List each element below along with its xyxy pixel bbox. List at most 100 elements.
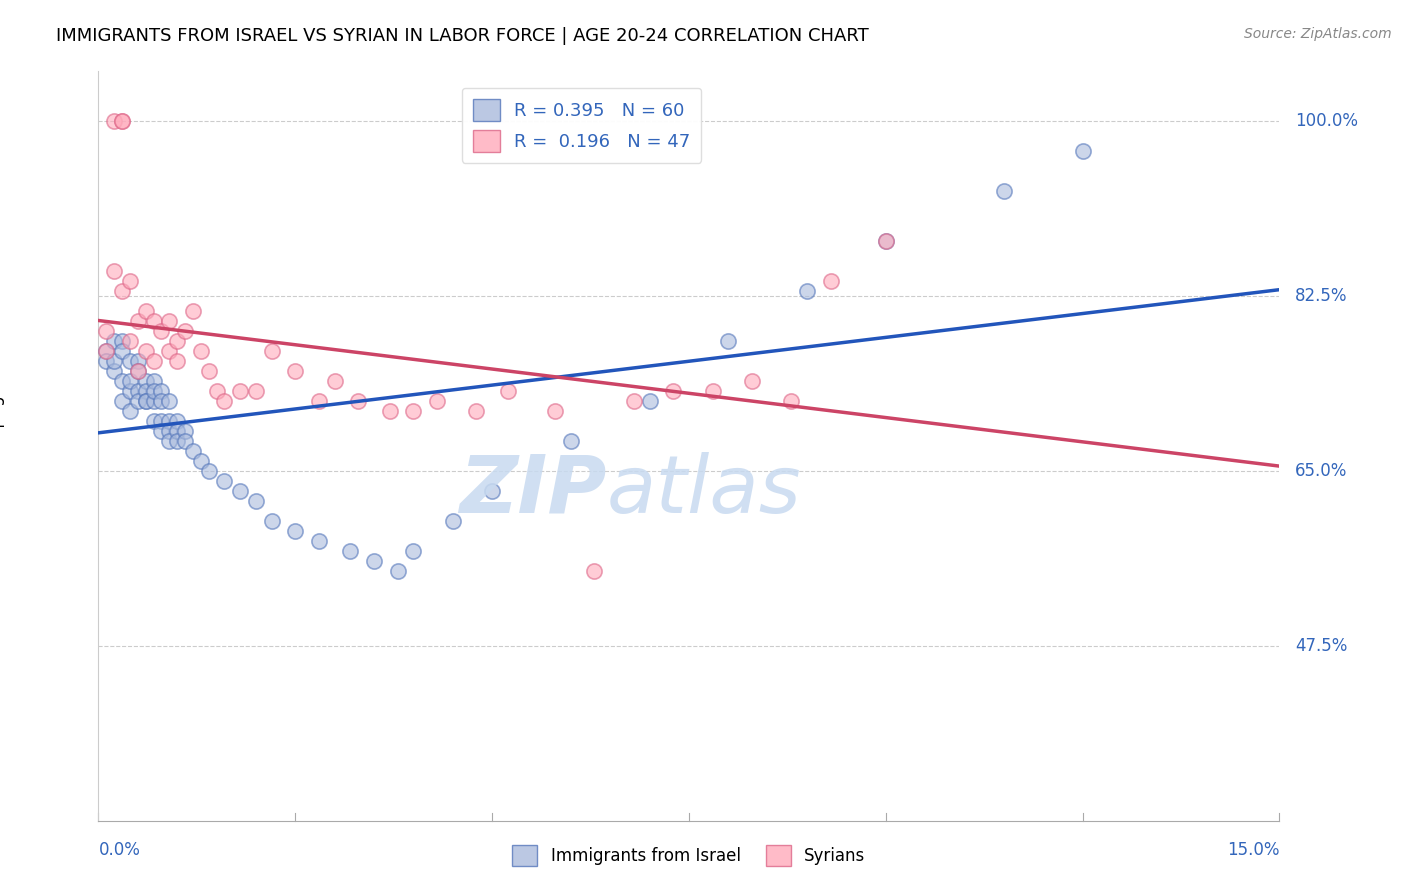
Point [465, 404, 488, 418]
Point [111, 394, 134, 409]
Point [127, 394, 149, 409]
Point [127, 384, 149, 398]
Point [96, 344, 118, 359]
Point [103, 364, 125, 378]
Point [820, 274, 842, 288]
Point [481, 483, 503, 498]
Point [135, 394, 157, 409]
Point [111, 344, 134, 359]
Point [96, 344, 118, 359]
Point [1071, 145, 1094, 159]
Point [166, 434, 188, 448]
Point [441, 514, 464, 528]
Point [166, 414, 188, 428]
Point [135, 384, 157, 398]
Point [402, 404, 425, 418]
Point [190, 454, 212, 468]
Point [111, 374, 134, 388]
Point [150, 414, 173, 428]
Point [378, 404, 401, 418]
Point [347, 394, 370, 409]
Point [181, 304, 204, 318]
Point [544, 404, 567, 418]
Point [157, 434, 180, 448]
Point [118, 404, 141, 418]
Point [142, 314, 165, 328]
Text: 15.0%: 15.0% [1227, 840, 1279, 859]
Point [197, 464, 219, 478]
Point [181, 444, 204, 458]
Point [875, 234, 897, 248]
Point [284, 364, 307, 378]
Point [111, 334, 134, 348]
Point [127, 354, 149, 368]
Point [323, 374, 346, 388]
Point [157, 414, 180, 428]
Point [111, 114, 134, 128]
Point [166, 334, 188, 348]
Point [157, 314, 180, 328]
Point [796, 284, 818, 298]
Text: atlas: atlas [606, 452, 801, 530]
Point [135, 344, 157, 359]
Point [363, 554, 385, 568]
Point [174, 424, 197, 438]
Point [229, 483, 252, 498]
Text: 82.5%: 82.5% [1295, 287, 1348, 305]
Point [993, 184, 1015, 198]
Point [741, 374, 763, 388]
Point [103, 114, 125, 128]
Point [157, 394, 180, 409]
Point [157, 344, 180, 359]
Point [142, 354, 165, 368]
Point [118, 374, 141, 388]
Point [174, 434, 197, 448]
Text: Source: ZipAtlas.com: Source: ZipAtlas.com [1244, 27, 1392, 41]
Point [717, 334, 740, 348]
Text: 100.0%: 100.0% [1295, 112, 1358, 130]
Text: 0.0%: 0.0% [98, 840, 141, 859]
Text: 47.5%: 47.5% [1295, 637, 1347, 655]
Point [214, 394, 236, 409]
Point [308, 533, 330, 548]
Point [387, 564, 409, 578]
Point [426, 394, 449, 409]
Point [166, 424, 188, 438]
Point [96, 324, 118, 338]
Point [135, 374, 157, 388]
Point [205, 384, 228, 398]
Point [118, 334, 141, 348]
Point [260, 514, 283, 528]
Point [402, 544, 425, 558]
Point [780, 394, 803, 409]
Text: ZIP: ZIP [458, 452, 606, 530]
Text: In Labor Force | Age 20-24: In Labor Force | Age 20-24 [0, 332, 6, 550]
Point [150, 384, 173, 398]
Legend: Immigrants from Israel, Syrians: Immigrants from Israel, Syrians [506, 838, 872, 872]
Point [623, 394, 645, 409]
Point [284, 524, 307, 538]
Point [308, 394, 330, 409]
Point [127, 314, 149, 328]
Point [229, 384, 252, 398]
Point [103, 264, 125, 278]
Point [118, 354, 141, 368]
Point [560, 434, 582, 448]
Point [111, 114, 134, 128]
Point [118, 384, 141, 398]
Point [638, 394, 661, 409]
Point [245, 494, 267, 508]
Point [103, 334, 125, 348]
Point [150, 394, 173, 409]
Point [174, 324, 197, 338]
Point [260, 344, 283, 359]
Point [150, 324, 173, 338]
Text: 65.0%: 65.0% [1295, 462, 1347, 480]
Point [157, 424, 180, 438]
Point [127, 364, 149, 378]
Point [197, 364, 219, 378]
Point [135, 394, 157, 409]
Point [496, 384, 519, 398]
Point [214, 474, 236, 488]
Point [166, 354, 188, 368]
